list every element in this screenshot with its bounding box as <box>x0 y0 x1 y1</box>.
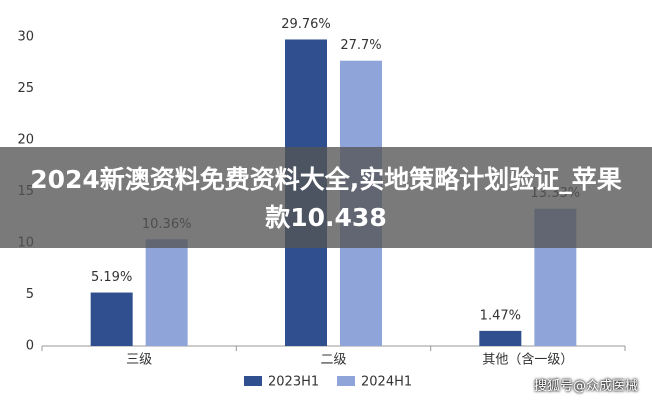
value-label: 29.76% <box>281 17 331 32</box>
bar <box>90 292 133 346</box>
bar <box>479 330 522 346</box>
overlay-title: 2024新澳资料免费资料大全,实地策略计划验证_苹果款10.438 <box>30 165 622 232</box>
watermark: 搜狐号@众成医械 <box>533 379 638 394</box>
y-tick-label: 5 <box>26 287 34 302</box>
value-label: 1.47% <box>480 308 521 323</box>
overlay-banner: 2024新澳资料免费资料大全,实地策略计划验证_苹果款10.438 <box>0 147 652 248</box>
legend-label: 2024H1 <box>361 375 412 390</box>
y-tick-label: 20 <box>17 133 34 148</box>
value-label: 5.19% <box>91 270 132 285</box>
x-tick-label: 二级 <box>320 353 346 368</box>
y-tick-label: 25 <box>17 81 34 96</box>
x-tick-label: 三级 <box>126 353 152 368</box>
value-label: 27.7% <box>340 38 381 53</box>
bar <box>145 239 188 346</box>
y-tick-label: 30 <box>17 30 34 45</box>
x-tick-label: 其他（含一级） <box>482 352 573 368</box>
legend-swatch <box>337 376 355 386</box>
legend-label: 2023H1 <box>268 375 319 390</box>
y-tick-label: 0 <box>26 339 34 354</box>
legend-swatch <box>244 376 262 386</box>
